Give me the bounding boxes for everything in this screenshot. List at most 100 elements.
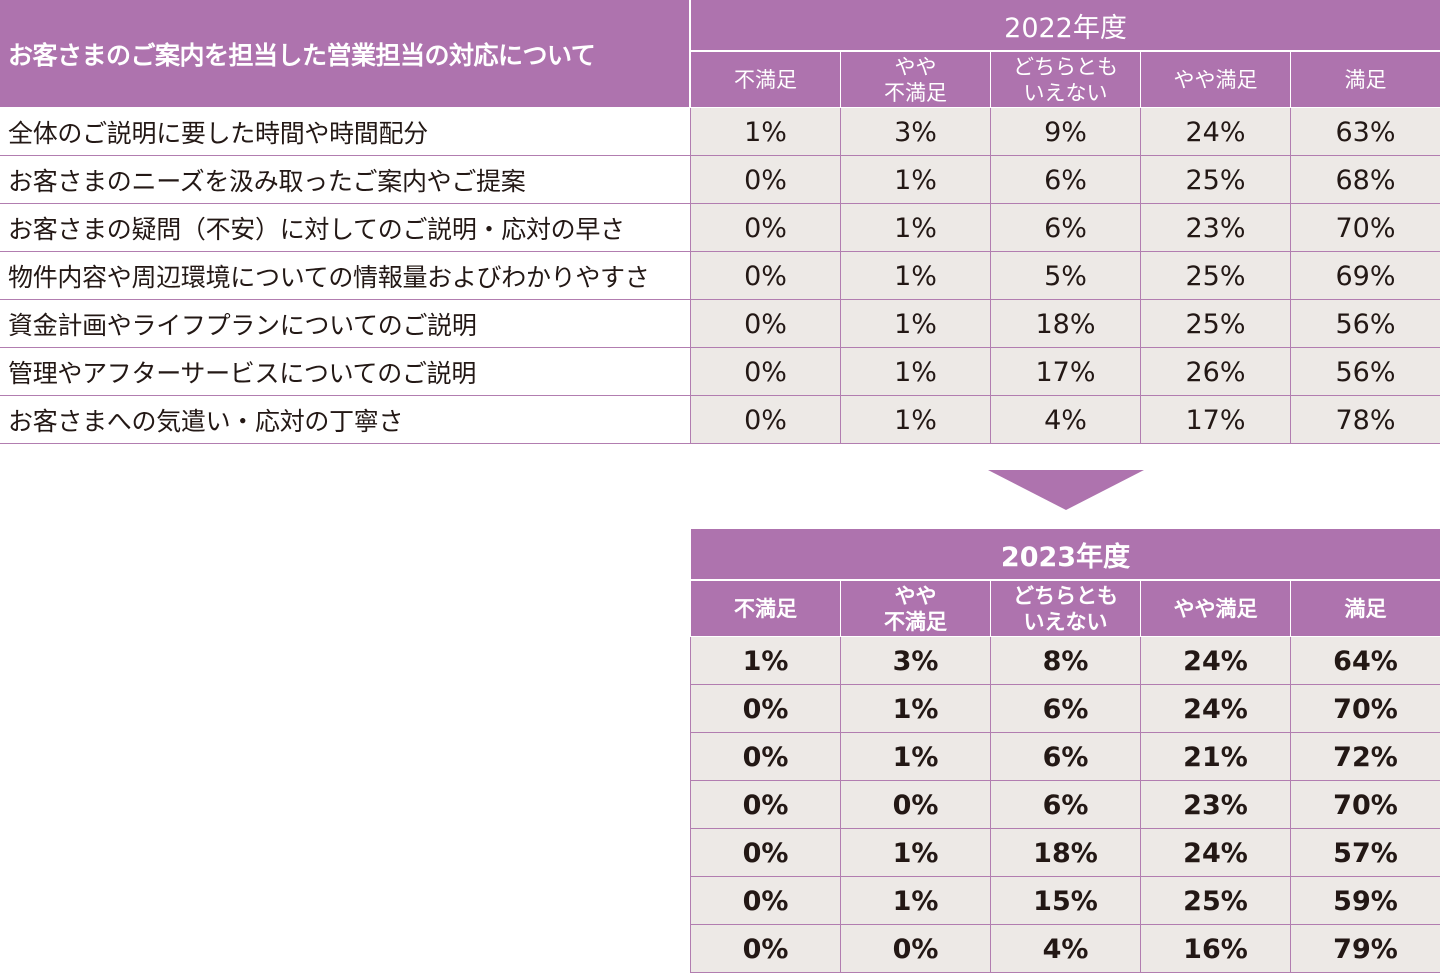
row-divider bbox=[0, 251, 1440, 252]
table-cell: 59% bbox=[1291, 877, 1440, 925]
table-cell: 15% bbox=[991, 877, 1140, 925]
table-cell: 21% bbox=[1141, 733, 1290, 781]
row-label: 全体のご説明に要した時間や時間配分 bbox=[0, 108, 689, 156]
column-header: やや満足 bbox=[1141, 52, 1290, 107]
table-cell: 1% bbox=[841, 733, 990, 781]
year-header: 2022年度 bbox=[691, 0, 1440, 50]
table-cell: 1% bbox=[841, 877, 990, 925]
row-divider bbox=[0, 155, 1440, 156]
row-label: お客さまのニーズを汲み取ったご案内やご提案 bbox=[0, 156, 689, 204]
table-cell: 0% bbox=[691, 300, 840, 348]
table-cell: 6% bbox=[991, 204, 1140, 252]
column-divider bbox=[1290, 637, 1291, 973]
row-label: お客さまへの気遣い・応対の丁寧さ bbox=[0, 396, 689, 444]
table-cell: 72% bbox=[1291, 733, 1440, 781]
table-cell: 0% bbox=[691, 877, 840, 925]
row-divider bbox=[691, 876, 1440, 877]
header-divider bbox=[691, 50, 1440, 52]
table-cell: 0% bbox=[841, 925, 990, 973]
row-label: お客さまの疑問（不安）に対してのご説明・応対の早さ bbox=[0, 204, 689, 252]
column-header: やや満足 bbox=[1141, 581, 1290, 636]
table-cell: 17% bbox=[1141, 396, 1290, 444]
column-divider bbox=[690, 108, 691, 444]
header-divider bbox=[691, 579, 1440, 581]
table-cell: 6% bbox=[991, 781, 1140, 829]
column-header: どちらとも いえない bbox=[991, 581, 1140, 636]
table-cell: 25% bbox=[1141, 156, 1290, 204]
table-cell: 24% bbox=[1141, 108, 1290, 156]
table-cell: 25% bbox=[1141, 877, 1290, 925]
table-cell: 24% bbox=[1141, 829, 1290, 877]
table-cell: 70% bbox=[1291, 204, 1440, 252]
table-cell: 0% bbox=[691, 685, 840, 733]
table-cell: 16% bbox=[1141, 925, 1290, 973]
table-cell: 25% bbox=[1141, 252, 1290, 300]
column-header: 不満足 bbox=[691, 52, 840, 107]
table-cell: 5% bbox=[991, 252, 1140, 300]
table-cell: 1% bbox=[841, 252, 990, 300]
table-cell: 18% bbox=[991, 300, 1140, 348]
column-header: 不満足 bbox=[691, 581, 840, 636]
column-header: やや 不満足 bbox=[841, 52, 990, 107]
table-cell: 1% bbox=[841, 300, 990, 348]
table-cell: 6% bbox=[991, 156, 1140, 204]
table-cell: 4% bbox=[991, 925, 1140, 973]
table-cell: 1% bbox=[841, 156, 990, 204]
table-cell: 3% bbox=[841, 108, 990, 156]
table-cell: 0% bbox=[691, 829, 840, 877]
table-cell: 57% bbox=[1291, 829, 1440, 877]
row-divider bbox=[0, 443, 1440, 444]
row-divider bbox=[0, 395, 1440, 396]
table-cell: 0% bbox=[691, 925, 840, 973]
column-header: 満足 bbox=[1291, 581, 1440, 636]
table-cell: 0% bbox=[691, 733, 840, 781]
row-divider bbox=[691, 684, 1440, 685]
table-cell: 9% bbox=[991, 108, 1140, 156]
table-cell: 78% bbox=[1291, 396, 1440, 444]
column-divider bbox=[990, 637, 991, 973]
column-header: やや 不満足 bbox=[841, 581, 990, 636]
table-cell: 1% bbox=[841, 204, 990, 252]
table-cell: 23% bbox=[1141, 204, 1290, 252]
table-cell: 68% bbox=[1291, 156, 1440, 204]
table-cell: 24% bbox=[1141, 637, 1290, 685]
table-cell: 70% bbox=[1291, 685, 1440, 733]
table-cell: 24% bbox=[1141, 685, 1290, 733]
year-header: 2023年度 bbox=[691, 529, 1440, 579]
table-cell: 56% bbox=[1291, 300, 1440, 348]
table-cell: 6% bbox=[991, 733, 1140, 781]
table-cell: 69% bbox=[1291, 252, 1440, 300]
table-cell: 63% bbox=[1291, 108, 1440, 156]
column-divider bbox=[990, 108, 991, 444]
table-cell: 8% bbox=[991, 637, 1140, 685]
row-divider bbox=[691, 732, 1440, 733]
row-divider bbox=[691, 972, 1440, 973]
table-title: お客さまのご案内を担当した営業担当の対応について bbox=[0, 0, 689, 107]
table-cell: 1% bbox=[691, 108, 840, 156]
row-divider bbox=[0, 347, 1440, 348]
table-cell: 0% bbox=[691, 781, 840, 829]
table-cell: 64% bbox=[1291, 637, 1440, 685]
table-cell: 18% bbox=[991, 829, 1140, 877]
table-cell: 17% bbox=[991, 348, 1140, 396]
table-cell: 0% bbox=[691, 204, 840, 252]
table-cell: 1% bbox=[841, 396, 990, 444]
table-cell: 0% bbox=[841, 781, 990, 829]
column-divider bbox=[840, 108, 841, 444]
table-cell: 0% bbox=[691, 252, 840, 300]
table-cell: 0% bbox=[691, 348, 840, 396]
table-cell: 0% bbox=[691, 396, 840, 444]
column-divider bbox=[840, 637, 841, 973]
table-cell: 23% bbox=[1141, 781, 1290, 829]
row-divider bbox=[0, 203, 1440, 204]
table-cell: 0% bbox=[691, 156, 840, 204]
table-cell: 25% bbox=[1141, 300, 1290, 348]
table-cell: 1% bbox=[841, 348, 990, 396]
table-cell: 56% bbox=[1291, 348, 1440, 396]
table-cell: 79% bbox=[1291, 925, 1440, 973]
column-divider bbox=[1140, 108, 1141, 444]
table-cell: 3% bbox=[841, 637, 990, 685]
row-divider bbox=[691, 828, 1440, 829]
table-cell: 70% bbox=[1291, 781, 1440, 829]
table-cell: 6% bbox=[991, 685, 1140, 733]
